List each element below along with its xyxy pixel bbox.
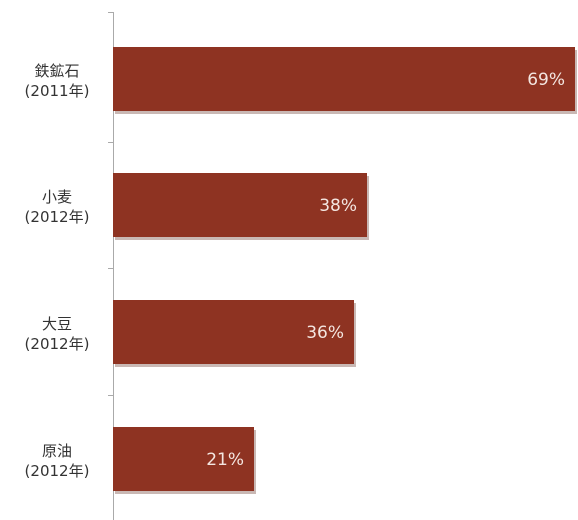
category-label-3: 大豆(2012年) [25,315,90,353]
bars-group [113,47,577,494]
category-label-2: 小麦(2012年) [25,188,90,226]
category-label-4: 原油(2012年) [25,442,90,480]
axis-group [108,12,114,520]
bar-4 [113,427,254,491]
bar-2 [113,173,367,237]
value-label-4: 21% [206,450,244,470]
value-label-2: 38% [319,196,357,216]
value-label-1: 69% [527,70,565,90]
value-label-3: 36% [306,323,344,343]
bar-3 [113,300,354,364]
bar-1 [113,47,575,111]
category-label-1: 鉄鉱石(2011年) [25,62,90,100]
labels-group: 69% 鉄鉱石(2011年) 38% 小麦(2012年) 36% 大豆(2012年) 21%… [25,62,565,480]
